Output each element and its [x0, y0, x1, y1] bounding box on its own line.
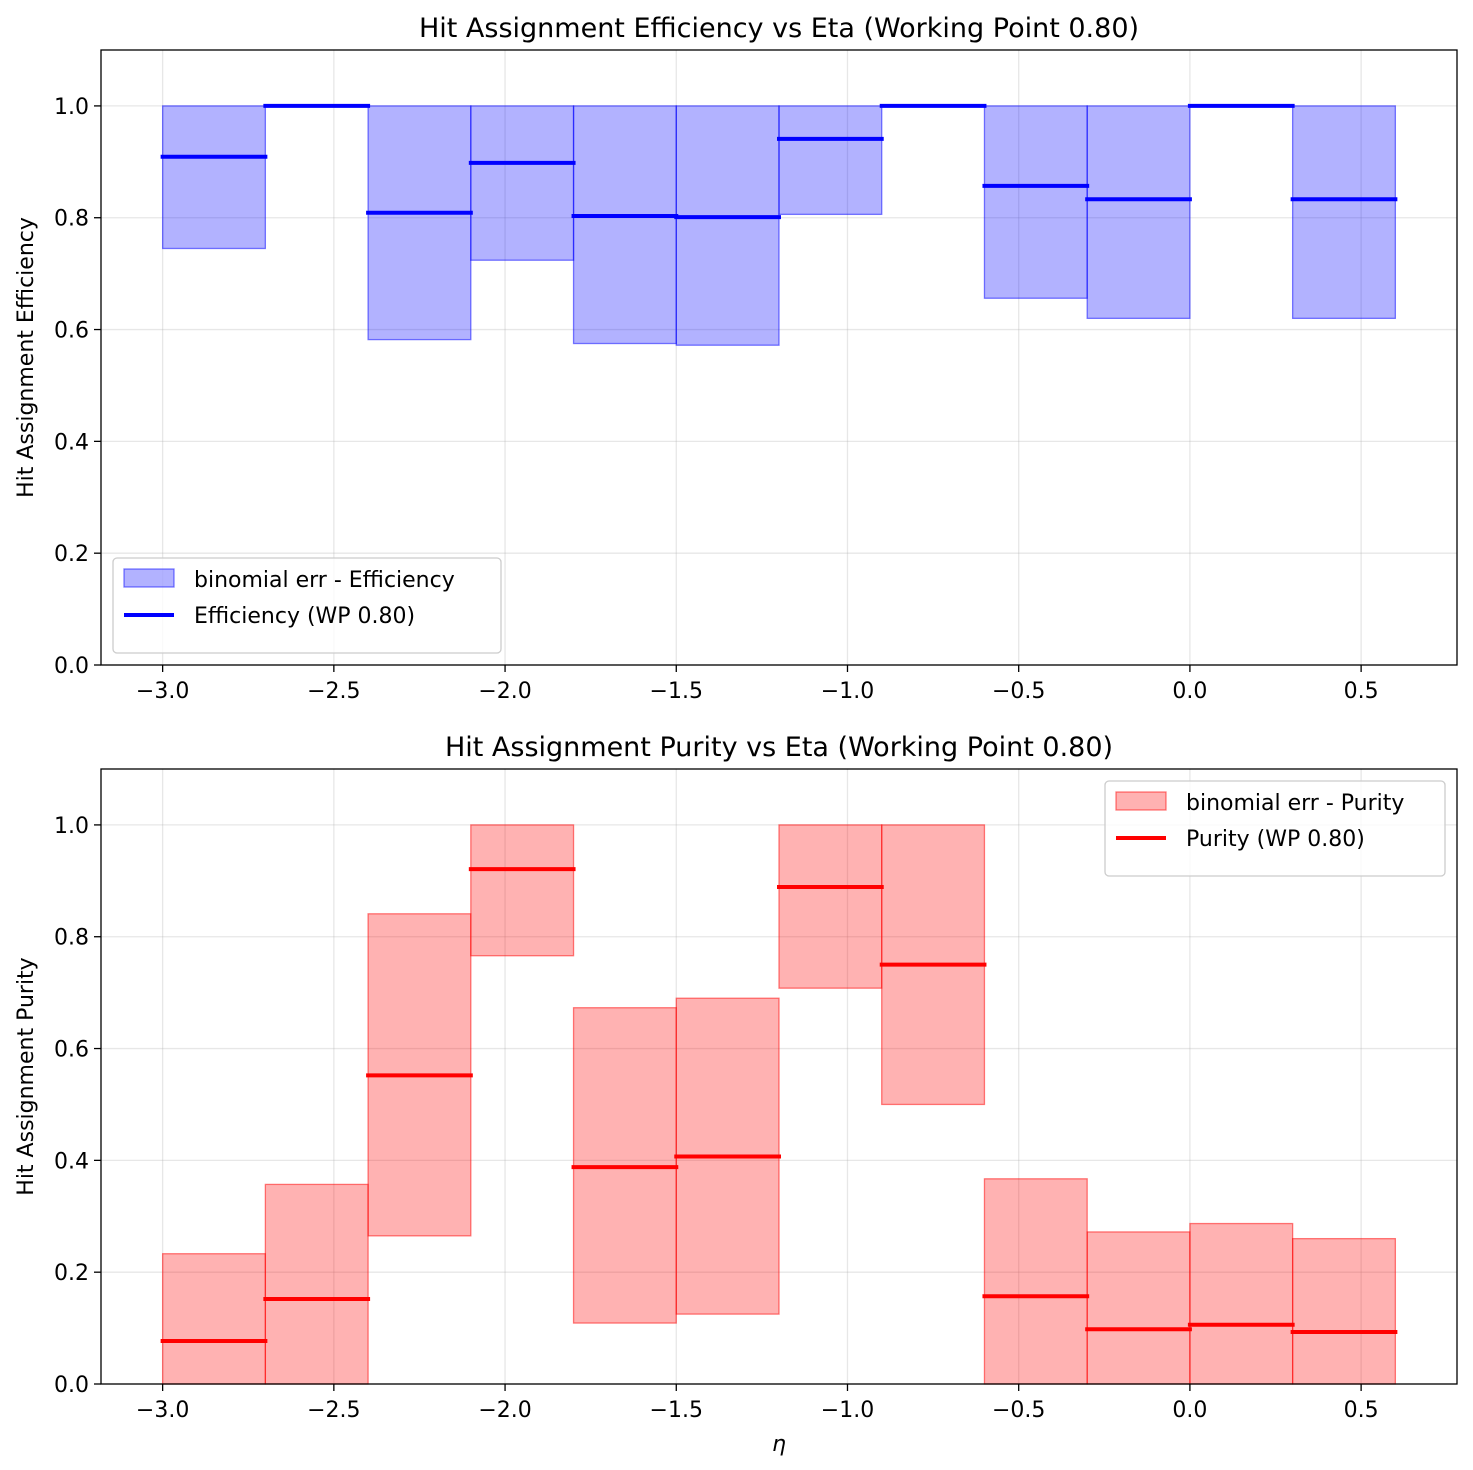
chart2-error-band: [1086, 1231, 1191, 1385]
chart1-xtick-label: −1.5: [650, 679, 703, 704]
chart2-xtick-label: −3.0: [136, 1398, 189, 1423]
chart2-xtick-label: −2.5: [307, 1398, 360, 1423]
chart1-error-band: [983, 105, 1088, 299]
chart2-error-band: [264, 1183, 369, 1385]
chart1-ytick-label: 0.4: [54, 430, 89, 455]
chart1-xtick-label: −2.5: [307, 679, 360, 704]
chart2-legend-box: [1104, 780, 1446, 877]
chart2-xtick-label: −0.5: [992, 1398, 1045, 1423]
chart1-error-band: [1086, 105, 1191, 320]
chart2-ytick-label: 0.6: [54, 1038, 89, 1063]
chart2-xtick-label: −1.0: [821, 1398, 874, 1423]
chart1-legend-box: [112, 557, 502, 654]
chart2-ytick-label: 0.8: [54, 926, 89, 951]
chart1-title: Hit Assignment Efficiency vs Eta (Workin…: [419, 13, 1139, 44]
chart2-legend: binomial err - Purity Purity (WP 0.80): [1104, 780, 1446, 877]
chart2-error-band: [1189, 1222, 1294, 1385]
chart1-legend-swatch-band: [123, 568, 175, 588]
chart1-panel: −3.0 −2.5 −2.0 −1.5 −1.0 −0.5 0.0 0.5 0.0 0.2 0.4 0…: [14, 13, 1458, 704]
chart1-ytick-label: 0.8: [54, 207, 89, 232]
chart1-error-band: [675, 105, 780, 346]
chart1-ytick-label: 0.6: [54, 319, 89, 344]
chart2-error-band: [1291, 1237, 1397, 1385]
chart1-error-band: [572, 105, 677, 345]
chart2-ytick-label: 0.0: [54, 1373, 89, 1398]
chart1-xtick-label: −1.0: [821, 679, 874, 704]
chart1-xtick-label: 0.0: [1172, 679, 1207, 704]
chart1-error-band: [161, 105, 267, 250]
chart1-axes-frame: [100, 49, 1458, 666]
chart1-legend-label-line: Efficiency (WP 0.80): [194, 604, 415, 629]
chart2-ytick-label: 0.2: [54, 1261, 89, 1286]
chart1-ytick-label: 0.0: [54, 654, 89, 679]
chart2-xtick-label: −2.0: [478, 1398, 531, 1423]
chart2-ytick-label: 1.0: [54, 814, 89, 839]
chart1-error-band: [367, 105, 472, 341]
chart1-error-band: [1291, 105, 1397, 320]
chart2-axes-frame: [100, 768, 1458, 1385]
chart1-xtick-label: −0.5: [992, 679, 1045, 704]
chart2-error-band: [983, 1178, 1088, 1385]
chart1-xtick-label: −3.0: [136, 679, 189, 704]
chart2-error-band: [778, 824, 883, 989]
chart2-xtick-label: −1.5: [650, 1398, 703, 1423]
chart2-xlabel: η: [772, 1432, 786, 1457]
chart1-ytick-label: 0.2: [54, 542, 89, 567]
chart2-ylabel: Hit Assignment Purity: [14, 957, 39, 1195]
chart1-xtick-label: 0.5: [1344, 679, 1379, 704]
chart1-legend: binomial err - Efficiency Efficiency (WP …: [112, 557, 502, 654]
chart2-legend-label-line: Purity (WP 0.80): [1186, 827, 1365, 852]
chart2-xtick-label: 0.0: [1172, 1398, 1207, 1423]
chart2-ytick-label: 0.4: [54, 1149, 89, 1174]
chart1-ytick-label: 1.0: [54, 95, 89, 120]
chart2-panel: −3.0 −2.5 −2.0 −1.5 −1.0 −0.5 0.0 0.5 0.0 0.2 0.4 0…: [14, 732, 1458, 1457]
chart2-error-band: [470, 824, 575, 957]
chart2-xtick-label: 0.5: [1344, 1398, 1379, 1423]
chart2-title: Hit Assignment Purity vs Eta (Working Po…: [445, 732, 1113, 763]
chart1-legend-label-band: binomial err - Efficiency: [194, 568, 455, 593]
chart1-error-band: [470, 105, 575, 261]
chart1-error-band: [778, 105, 883, 216]
chart1-xtick-label: −2.0: [478, 679, 531, 704]
chart2-legend-label-band: binomial err - Purity: [1186, 791, 1404, 816]
chart2-legend-swatch-band: [1115, 791, 1167, 811]
chart2-error-band: [161, 1253, 267, 1385]
chart1-ylabel: Hit Assignment Efficiency: [14, 217, 39, 498]
